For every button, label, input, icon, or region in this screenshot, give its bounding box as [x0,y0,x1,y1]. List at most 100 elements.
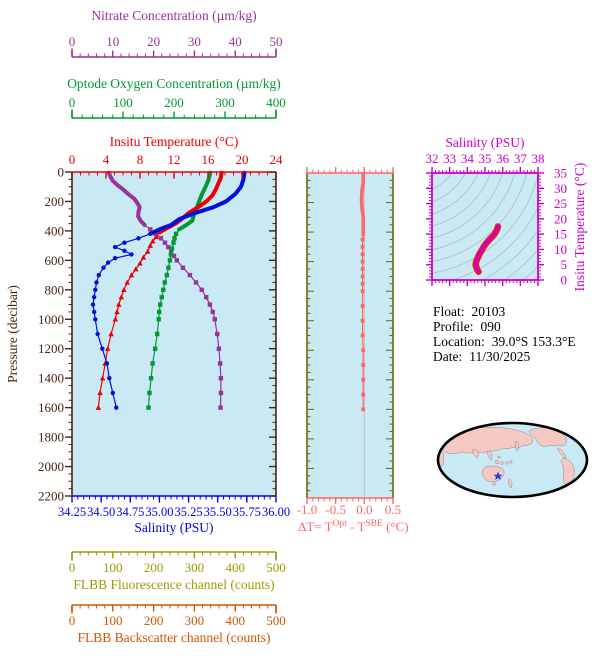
salinity-bottom-axis: 34.25 34.50 34.75 35.00 35.25 35.50 35.75 36.00 [58,495,290,519]
tick-label: 34.50 [87,505,115,519]
tick-label: 35.00 [145,505,173,519]
tick-label: 8 [137,152,144,167]
delta-t-title-part: ΔT= T [298,519,333,534]
float-location-marker [493,471,503,480]
date-label: Date: [433,349,462,364]
tick-label: 37 [514,151,528,166]
peninsula-indochina [487,450,493,461]
isthmus-central-america [557,447,567,459]
tick-label: 1800 [38,430,64,445]
tick-label: 300 [185,613,205,628]
tick-label: 400 [45,223,65,238]
tick-label: 200 [45,194,65,209]
tick-label: 500 [266,613,286,628]
nitrate-axis-title: Nitrate Concentration (µm/kg) [91,8,256,23]
tick-label: 35 [554,166,567,181]
tick-label: 0.0 [356,502,372,517]
tick-label: 300 [185,560,205,575]
tick-label: 200 [144,560,164,575]
tick-label: 15 [554,227,567,242]
ts-temperature-axis-title: Insitu Temperature (°C) [572,163,587,292]
tick-label: 33 [443,151,456,166]
tick-label: 400 [225,613,245,628]
islands-japan [515,440,519,452]
island [509,460,513,464]
delta-t-curve [359,171,366,412]
pressure-right-axis [269,171,277,497]
island [500,461,504,465]
tick-label: 35.75 [233,505,261,519]
float-info-block: Float: 20103 Profile: 090 Location: 39.0°S … [433,304,576,364]
backscatter-axis-title: FLBB Backscatter channel (counts) [77,630,270,645]
tick-label: 20 [554,211,567,226]
data-curves [90,170,502,412]
tick-label: 5 [561,257,568,272]
tick-label: 200 [144,613,164,628]
oxygen-scale-bar: 0 100 200 300 400 [69,95,286,119]
ts-salinity-axis-title: Salinity (PSU) [445,135,524,150]
tick-label: 1600 [38,400,64,415]
tick-label: 200 [164,95,184,110]
float-id-value: 20103 [472,304,506,319]
ts-panel-background [432,173,538,280]
tick-label: 800 [45,282,65,297]
continent-south-america [561,457,575,485]
tick-label: 34.75 [116,505,144,519]
tick-label: 0 [69,152,76,167]
island [497,455,501,459]
tick-label: 38 [532,151,545,166]
tick-label: -0.5 [325,502,346,517]
tick-label: 20 [147,34,160,49]
tick-label: 0 [69,34,76,49]
tick-label: 0 [69,613,76,628]
tick-label: 0 [58,165,65,180]
tick-label: 16 [202,152,216,167]
tick-label: 50 [270,34,283,49]
fluorescence-scale-bar: 0 100 200 300 400 500 [69,551,286,575]
profile-number-label: Profile: [433,319,474,334]
world-map [436,421,589,499]
map-outline [436,421,589,499]
tick-label: 2200 [38,489,64,504]
tick-label: 10 [554,242,567,257]
tick-label: 10 [106,34,119,49]
tick-label: 1200 [38,341,64,356]
location-value: 39.0°S 153.3°E [492,334,576,349]
delta-t-title-sup: SBE [365,519,383,529]
tick-label: 34 [461,151,475,166]
tick-label: 20 [236,152,249,167]
profile-number-line: Profile: 090 [433,319,501,334]
tick-label: 25 [554,196,567,211]
tick-label: 35.50 [204,505,232,519]
tick-label: 400 [225,560,245,575]
t-s-curve [472,223,502,275]
delta-t-axis-title: ΔT= TOpt - TSBE (°C) [298,519,409,534]
tick-label: 32 [426,151,439,166]
tick-label: 400 [266,95,286,110]
oxygen-axis-title: Optode Oxygen Concentration (µm/kg) [67,76,281,91]
delta-t-title-part: - T [347,519,366,534]
delta-panel-frame: -1.0 -0.5 0.0 0.5 [297,167,401,517]
salinity-curve [90,170,247,410]
delta-t-title-part: (°C) [383,519,409,534]
date-line: Date: 11/30/2025 [433,349,531,364]
tick-label: 40 [229,34,242,49]
continent-eurasia [442,427,533,454]
delta-t-title-sup: Opt [333,519,348,529]
float-id-line: Float: 20103 [433,304,506,319]
backscatter-scale-bar: 0 100 200 300 400 500 [69,604,286,628]
tick-label: 1000 [38,312,64,327]
tick-label: 36.00 [262,505,290,519]
tick-label: 0 [69,560,76,575]
subcontinent-india [472,448,479,459]
tick-label: 34.25 [58,505,86,519]
tick-label: 4 [103,152,110,167]
tick-label: 30 [554,181,567,196]
pressure-axis-title: Pressure (decibar) [5,285,20,383]
tick-label: 100 [103,613,123,628]
fluorescence-axis-title: FLBB Fluorescence channel (counts) [73,577,274,592]
